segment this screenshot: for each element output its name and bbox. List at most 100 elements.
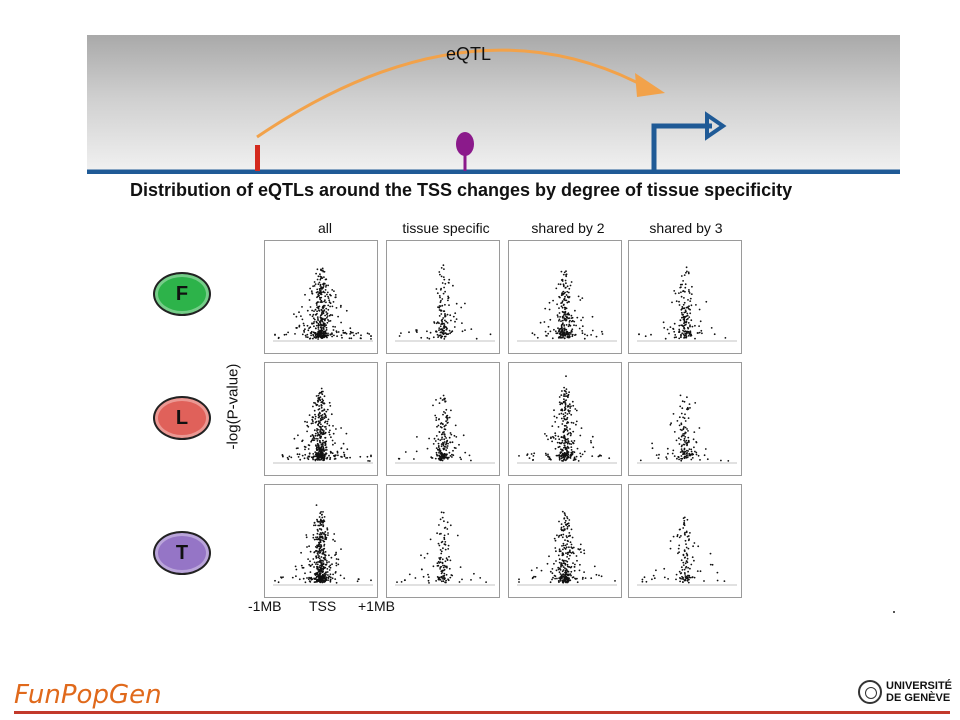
scatter-point	[323, 457, 326, 460]
scatter-point	[302, 577, 305, 580]
scatter-point	[349, 456, 351, 459]
scatter-point	[321, 567, 323, 570]
scatter-point	[687, 299, 689, 301]
scatter-point	[359, 337, 362, 340]
scatter-point	[328, 554, 330, 557]
scatter-point	[442, 413, 444, 416]
scatter-point	[557, 426, 560, 428]
scatter-point	[572, 562, 574, 564]
scatter-point	[316, 306, 318, 309]
scatter-point	[600, 454, 602, 457]
scatter-point	[569, 284, 572, 287]
scatter-point	[560, 455, 563, 458]
gene-diagram-banner	[87, 35, 900, 174]
scatter-point	[324, 442, 327, 445]
scatter-point	[443, 538, 446, 541]
scatter-point	[345, 432, 348, 435]
scatter-point	[563, 327, 565, 330]
scatter-point	[313, 581, 316, 583]
scatter-point	[323, 553, 326, 556]
scatter-point	[559, 403, 562, 406]
scatter-point	[319, 419, 322, 422]
scatter-point	[443, 448, 446, 450]
scatter-point	[570, 314, 573, 317]
scatter-point	[318, 566, 320, 568]
scatter-point	[566, 313, 569, 316]
scatter-point	[345, 332, 348, 335]
scatter-point	[710, 327, 713, 329]
scatter-point	[665, 456, 668, 458]
scatter-point	[687, 327, 690, 330]
scatter-point	[312, 422, 314, 424]
scatter-point	[694, 337, 696, 340]
scatter-point	[439, 422, 442, 425]
scatter-point	[324, 415, 326, 418]
scatter-point	[685, 530, 688, 533]
scatter-point	[446, 445, 449, 447]
scatter-point	[439, 452, 442, 455]
scatter-point	[696, 570, 699, 572]
scatter-point	[564, 414, 567, 417]
scatter-point	[319, 572, 322, 575]
university-seal-icon	[858, 680, 882, 704]
scatter-point	[533, 333, 536, 336]
scatter-point	[666, 328, 669, 331]
scatter-point	[314, 308, 317, 311]
scatter-point	[689, 567, 691, 570]
scatter-point	[340, 321, 342, 324]
scatter-point	[688, 289, 690, 291]
scatter-point	[683, 400, 686, 403]
scatter-point	[657, 457, 660, 459]
scatter-point	[311, 418, 314, 421]
scatter-point	[684, 283, 687, 286]
scatter-point	[282, 455, 284, 458]
scatter-point	[336, 451, 339, 454]
scatter-point	[685, 442, 688, 445]
scatter-point	[327, 297, 330, 299]
scatter-point	[701, 332, 703, 335]
scatter-point	[318, 288, 321, 290]
scatter-point	[333, 458, 336, 460]
scatter-point	[689, 312, 692, 315]
scatter-point	[322, 283, 324, 286]
scatter-point	[558, 330, 561, 332]
scatter-point	[673, 290, 676, 292]
scatter-point	[566, 316, 569, 319]
scatter-point	[322, 557, 325, 559]
scatter-point	[561, 564, 564, 567]
scatter-point	[305, 534, 308, 536]
scatter-point	[711, 563, 714, 566]
scatter-point	[558, 318, 561, 321]
scatter-point	[549, 330, 552, 333]
scatter-point	[309, 306, 312, 308]
scatter-point	[452, 454, 455, 457]
scatter-point	[317, 458, 320, 461]
tissue-badge-l: L	[153, 396, 211, 440]
scatter-point	[329, 564, 332, 567]
scatter-point	[682, 325, 685, 328]
scatter-point	[672, 449, 675, 452]
scatter-point	[442, 444, 445, 447]
scatter-point	[694, 402, 697, 404]
scatter-point	[311, 292, 313, 294]
scatter-point	[445, 453, 448, 456]
scatter-point	[689, 330, 692, 333]
scatter-point	[316, 563, 319, 566]
scatter-point	[320, 296, 323, 299]
scatter-point	[423, 557, 426, 559]
scatter-point	[323, 455, 325, 457]
scatter-point	[598, 574, 600, 577]
scatter-point	[322, 409, 324, 412]
scatter-point	[614, 580, 616, 582]
scatter-point	[695, 453, 698, 456]
scatter-point	[556, 441, 559, 444]
scatter-point	[325, 278, 328, 281]
scatter-point	[688, 316, 691, 318]
scatter-point	[680, 286, 682, 288]
scatter-point	[560, 526, 563, 529]
scatter-point	[306, 324, 309, 327]
eqtl-arc	[256, 48, 643, 139]
unige-line-1: UNIVERSITÉ	[886, 680, 953, 692]
scatter-point	[439, 397, 442, 400]
scatter-point	[562, 542, 565, 545]
